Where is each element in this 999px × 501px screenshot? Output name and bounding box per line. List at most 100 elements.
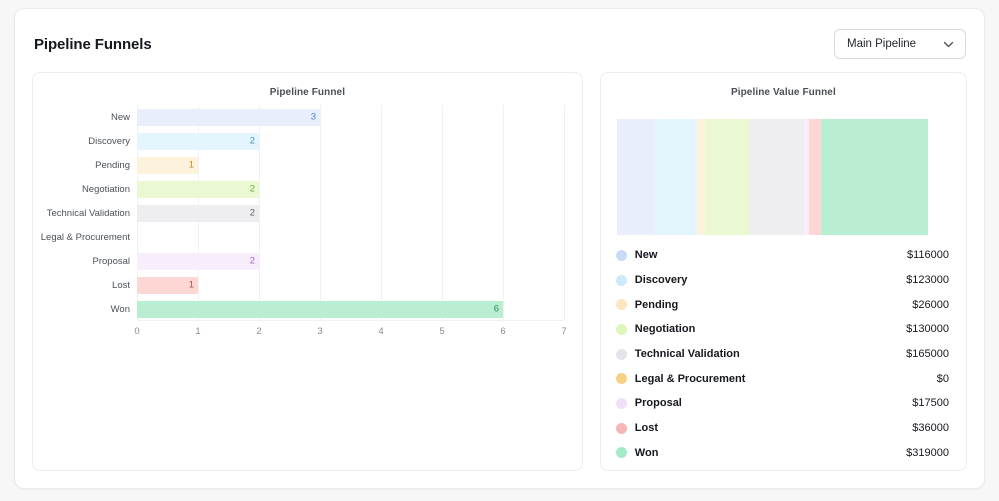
bar-value-label: 2 <box>249 255 255 267</box>
legend-stage-value: $26000 <box>912 298 949 311</box>
legend-stage-label: Technical Validation <box>634 348 740 361</box>
legend-row-left: Proposal <box>615 397 682 410</box>
category-label: Proposal <box>92 255 131 267</box>
legend-dot-icon <box>615 299 627 311</box>
x-axis-tick: 1 <box>195 326 201 337</box>
x-axis: 0 1 2 3 4 5 6 7 <box>134 321 567 341</box>
legend-row: Legal & Procurement $0 <box>615 366 949 391</box>
gridline <box>442 105 443 320</box>
legend-row-left: Won <box>615 446 659 459</box>
bar: 6 <box>137 300 503 318</box>
panel-header: Pipeline Funnels Main Pipeline <box>15 9 984 59</box>
bar-row: 1 <box>137 153 564 177</box>
legend-row: Negotiation $130000 <box>615 317 949 342</box>
x-axis-tick: 4 <box>378 326 384 337</box>
legend-row: Proposal $17500 <box>615 391 949 416</box>
pipeline-select[interactable]: Main Pipeline <box>834 29 966 59</box>
bar: 2 <box>137 252 259 270</box>
legend-row-left: New <box>615 249 658 262</box>
legend-stage-label: New <box>634 249 658 262</box>
category-label: Negotiation <box>81 183 130 195</box>
bar: 2 <box>137 132 259 150</box>
legend-stage-label: Pending <box>634 298 679 311</box>
legend-row: New $116000 <box>615 243 949 268</box>
legend-row: Lost $36000 <box>615 416 949 441</box>
category-labels: New Discovery Pending Negotiation Technical … <box>33 105 137 321</box>
bar: 1 <box>137 156 198 174</box>
x-axis-tick: 0 <box>134 326 140 337</box>
value-funnel-legend: New $116000 Discovery $123000 Pending $26000 N… <box>601 243 966 465</box>
category-label: New <box>110 111 130 123</box>
funnel-segment <box>803 119 810 235</box>
pipeline-value-funnel-card: Pipeline Value Funnel New $116000 Discover… <box>599 72 967 471</box>
legend-stage-value: $36000 <box>912 422 949 435</box>
cards-row: Pipeline Funnel New Discovery Pending Negot… <box>15 72 984 471</box>
bar-row: 3 <box>137 105 564 129</box>
gridline <box>503 105 504 320</box>
bar-value-label: 1 <box>188 279 194 291</box>
bar-value-label: 2 <box>249 135 255 147</box>
legend-stage-value: $130000 <box>906 323 949 336</box>
bar-row: 1 <box>137 273 564 297</box>
category-label: Legal & Procurement <box>40 231 130 243</box>
bar-row <box>137 225 564 249</box>
legend-stage-label: Won <box>634 446 659 459</box>
bar: 2 <box>137 204 259 222</box>
funnel-segment <box>821 119 928 235</box>
pipeline-select-value: Main Pipeline <box>847 38 917 50</box>
funnel-segment <box>748 119 804 235</box>
legend-stage-value: $17500 <box>912 397 949 410</box>
legend-dot-icon <box>615 249 627 261</box>
pipeline-funnel-card: Pipeline Funnel New Discovery Pending Negot… <box>32 72 583 471</box>
value-funnel-stacked-bar <box>616 119 928 235</box>
x-axis-tick: 2 <box>256 326 262 337</box>
legend-stage-value: $0 <box>936 372 949 385</box>
legend-row-left: Technical Validation <box>615 348 740 361</box>
legend-row-left: Discovery <box>615 274 688 287</box>
bar-value-label: 2 <box>249 183 255 195</box>
bar-row: 6 <box>137 297 564 321</box>
legend-stage-label: Proposal <box>634 397 682 410</box>
legend-dot-icon <box>615 422 627 434</box>
pipeline-funnel-title: Pipeline Funnel <box>269 87 346 98</box>
category-label: Discovery <box>88 135 130 147</box>
gridline <box>259 105 260 320</box>
legend-dot-icon <box>615 323 627 335</box>
x-axis-tick: 3 <box>317 326 323 337</box>
legend-row: Technical Validation $165000 <box>615 342 949 367</box>
category-label: Technical Validation <box>46 207 130 219</box>
bar-value-label: 6 <box>493 303 499 315</box>
category-label: Won <box>110 303 130 315</box>
funnel-segment <box>705 119 749 235</box>
legend-stage-value: $165000 <box>906 348 949 361</box>
funnel-segment <box>616 119 656 235</box>
pipeline-value-funnel-title: Pipeline Value Funnel <box>730 87 836 98</box>
x-axis-tick: 5 <box>439 326 445 337</box>
page-title: Pipeline Funnels <box>34 35 152 53</box>
gridline <box>320 105 321 320</box>
legend-stage-value: $319000 <box>906 446 949 459</box>
legend-stage-label: Discovery <box>634 274 688 287</box>
legend-dot-icon <box>615 447 627 459</box>
bar-row: 2 <box>137 249 564 273</box>
legend-row-left: Negotiation <box>615 323 696 336</box>
legend-row: Won $319000 <box>615 441 949 466</box>
legend-row: Discovery $123000 <box>615 268 949 293</box>
bar-row: 2 <box>137 177 564 201</box>
legend-stage-label: Legal & Procurement <box>634 372 746 385</box>
legend-stage-value: $116000 <box>906 249 949 262</box>
chevron-down-icon <box>943 41 954 48</box>
x-axis-tick: 7 <box>561 326 567 337</box>
plot-area: 3 2 1 2 2 2 1 6 <box>137 105 565 321</box>
legend-stage-label: Negotiation <box>634 323 696 336</box>
pipeline-funnels-panel: Pipeline Funnels Main Pipeline Pipeline … <box>14 8 985 489</box>
bar: 3 <box>137 108 320 126</box>
legend-row-left: Pending <box>615 298 679 311</box>
legend-stage-label: Lost <box>634 422 659 435</box>
x-axis-tick: 6 <box>500 326 506 337</box>
bar-value-label: 2 <box>249 207 255 219</box>
funnel-segment <box>655 119 697 235</box>
funnel-segment <box>809 119 822 235</box>
bar-value-label: 1 <box>188 159 194 171</box>
category-label: Lost <box>112 279 130 291</box>
